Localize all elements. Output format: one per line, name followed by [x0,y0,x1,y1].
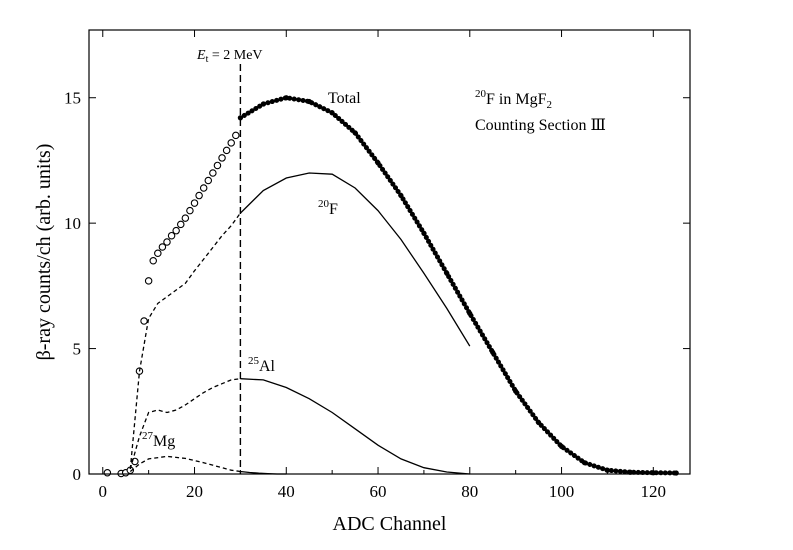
series-1-point [283,95,289,101]
series-1-point [467,310,473,317]
y-axis-title: β-ray counts/ch (arb. units) [33,144,55,361]
series-1-point [421,230,427,236]
series-1-point [375,160,381,166]
x-tick-label: 100 [549,482,575,501]
series-1-point [444,270,450,276]
x-axis-title: ADC Channel [333,513,447,535]
series-1-point [490,349,496,355]
series-0-point [190,199,199,207]
series-0-point [209,169,217,177]
series-0-point [222,146,231,155]
y-tick-label: 15 [64,89,81,108]
y-tick-label: 0 [73,465,82,484]
series-1-point [513,388,519,394]
f20-label: 20F [318,198,338,218]
series-0-point [177,220,185,229]
axes: 0 20 40 60 80 100 120 0 5 10 15 ADC Channel β-ray co… [33,29,691,535]
series-0-point [199,184,208,192]
series-0-point [158,243,167,251]
x-tick-label: 80 [461,482,478,501]
x-tick-label: 0 [99,482,108,501]
series-2-line [239,172,471,347]
plot-area [103,64,679,478]
series-0-point [172,226,180,235]
series-0-point [181,214,190,222]
threshold-label: Et = 2 MeV [196,48,263,65]
y-tick-label: 10 [64,214,81,233]
series-0-point [218,154,226,162]
series-7-line [129,455,241,473]
series-0-point [186,206,194,215]
series-0-point [204,176,213,185]
series-1-point [306,98,312,105]
x-tick-label: 60 [370,482,387,501]
info-line-2: Counting Section Ⅲ [475,117,606,134]
series-1-trace [237,95,679,476]
series-0-point [163,238,171,246]
series-0-point [149,257,157,265]
mg27-label: 27Mg [142,430,175,450]
series-0-point [195,191,203,200]
plot-frame [88,29,691,475]
series-1-point [237,115,243,121]
series-0-point [227,139,235,147]
series-1-point [673,470,679,476]
series-1-point [260,101,266,107]
x-tick-label: 40 [278,482,295,501]
series-5-line [129,378,241,470]
series-1-point [398,192,404,199]
series-0-point [144,277,153,285]
series-0-point [167,231,176,240]
series-0-point [232,131,240,140]
x-tick-label: 120 [641,482,667,501]
series-1-point [536,419,542,426]
annotations: Et = 2 MeV Total 20F 25Al 27Mg 20F in Mg… [142,48,606,450]
series-1-point [329,110,335,116]
series-4-line [240,378,470,475]
series-1-point [558,443,565,450]
series-1-point [581,460,588,466]
series-0-point [154,249,162,258]
series-1-point [352,130,358,136]
info-line-1: 20F in MgF2 [475,88,552,111]
series-3-line [129,212,241,470]
series-0-point [140,317,148,325]
series-0-point [213,161,222,170]
x-tick-label: 20 [186,482,203,501]
series-0-point [103,468,112,477]
total-label: Total [328,90,361,107]
y-tick-label: 5 [73,340,82,359]
al25-label: 25Al [248,355,276,375]
